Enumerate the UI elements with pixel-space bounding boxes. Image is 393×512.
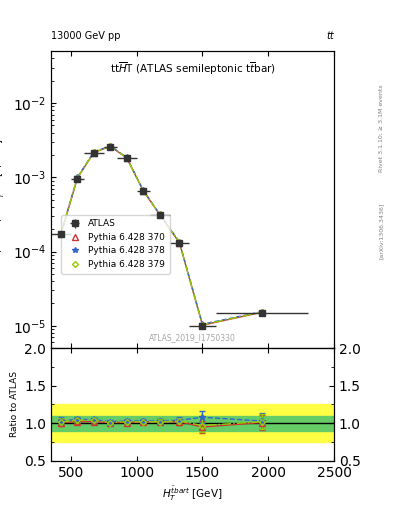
Y-axis label: 1 / $\sigma$ d$\sigma$ / d $H_T^{\bar{t}bar{t}}$ [1/GeV]: 1 / $\sigma$ d$\sigma$ / d $H_T^{\bar{t}… bbox=[0, 138, 7, 261]
Text: tt$\overline{H}$T (ATLAS semileptonic t$\overline{t}$bar): tt$\overline{H}$T (ATLAS semileptonic t$… bbox=[110, 60, 275, 77]
Text: [arXiv:1306.3436]: [arXiv:1306.3436] bbox=[379, 202, 384, 259]
Legend: ATLAS, Pythia 6.428 370, Pythia 6.428 378, Pythia 6.428 379: ATLAS, Pythia 6.428 370, Pythia 6.428 37… bbox=[61, 215, 170, 273]
Text: 13000 GeV pp: 13000 GeV pp bbox=[51, 31, 121, 41]
Y-axis label: Ratio to ATLAS: Ratio to ATLAS bbox=[10, 372, 19, 437]
Text: ATLAS_2019_I1750330: ATLAS_2019_I1750330 bbox=[149, 333, 236, 342]
Text: Rivet 3.1.10; ≥ 3.1M events: Rivet 3.1.10; ≥ 3.1M events bbox=[379, 84, 384, 172]
X-axis label: $H_T^{\bar{t}bar{t}}$ [GeV]: $H_T^{\bar{t}bar{t}}$ [GeV] bbox=[162, 485, 223, 503]
Text: tt: tt bbox=[326, 31, 334, 41]
